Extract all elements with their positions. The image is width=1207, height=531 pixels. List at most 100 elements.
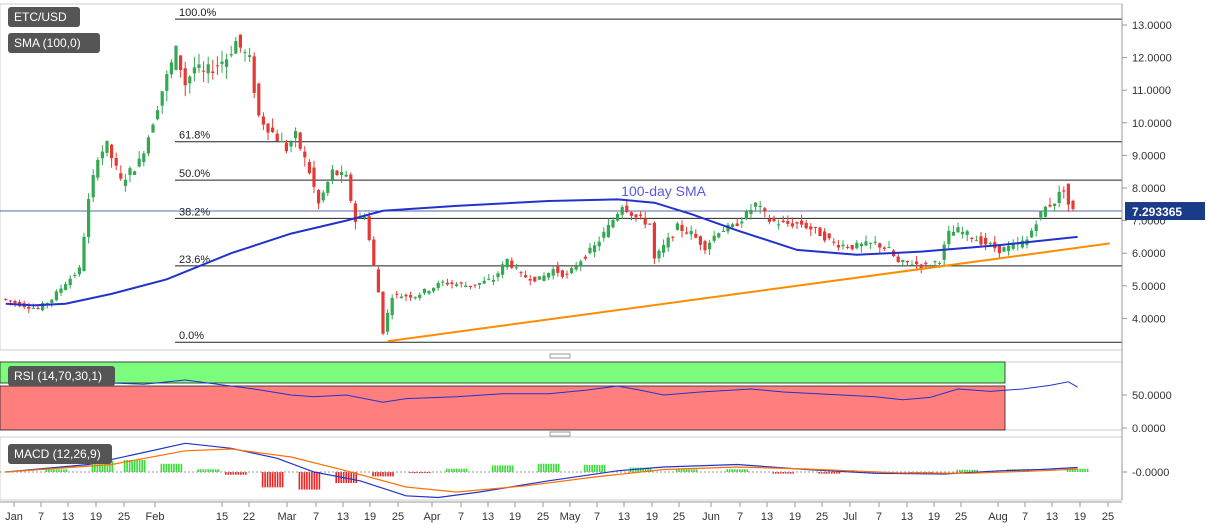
- overlay-lines: 100-day SMA: [5, 183, 1110, 343]
- candle-body: [777, 224, 781, 226]
- candle-body: [156, 110, 160, 120]
- candle-body: [859, 243, 863, 247]
- candle-body: [257, 83, 261, 116]
- candle-body: [455, 284, 459, 286]
- candle-body: [524, 275, 528, 278]
- candle-body: [804, 222, 808, 229]
- candle-body: [832, 241, 836, 243]
- candle-body: [409, 295, 413, 298]
- candle-body: [855, 242, 859, 249]
- candle-body: [487, 278, 491, 280]
- candle-body: [404, 294, 408, 297]
- candle-body: [27, 306, 31, 309]
- candle-body: [781, 220, 785, 222]
- candle-body: [105, 140, 109, 153]
- x-tick-label: 15: [216, 511, 228, 523]
- candle-body: [652, 222, 656, 259]
- x-tick-label: 19: [928, 511, 940, 523]
- price-y-tick-label: 6.0000: [1132, 248, 1166, 260]
- sma-indicator-label: SMA (100,0): [14, 36, 81, 50]
- candle-body: [896, 256, 900, 262]
- rsi-oversold-zone: [0, 385, 1006, 431]
- candle-body: [87, 199, 91, 237]
- candle-body: [413, 296, 417, 299]
- price-y-tick-label: 11.0000: [1132, 85, 1171, 97]
- macd-label-box: [8, 444, 112, 464]
- candle-body: [123, 179, 127, 186]
- candle-body: [924, 262, 928, 265]
- candle-body: [427, 291, 431, 294]
- candle-body: [1053, 203, 1057, 207]
- sma-annotation: 100-day SMA: [621, 183, 706, 199]
- candle-body: [712, 235, 716, 241]
- candle-body: [850, 245, 854, 250]
- candle-body: [100, 151, 104, 159]
- macd-y-tick-label: -0.0000: [1132, 467, 1169, 479]
- candle-body: [215, 65, 219, 67]
- candle-body: [928, 265, 932, 267]
- candle-body: [335, 170, 339, 175]
- price-y-tick-label: 4.0000: [1132, 313, 1166, 325]
- candle-body: [740, 221, 744, 224]
- candle-body: [266, 123, 270, 133]
- candle-body: [570, 268, 574, 274]
- candle-body: [565, 273, 569, 275]
- candle-body: [344, 174, 348, 177]
- candle-body: [1002, 247, 1006, 252]
- candle-body: [197, 64, 201, 68]
- candle-body: [749, 209, 753, 214]
- candle-body: [708, 242, 712, 250]
- candle-body: [694, 233, 698, 238]
- candle-body: [841, 244, 845, 247]
- candle-body: [717, 233, 721, 238]
- candle-body: [317, 190, 321, 204]
- candle-body: [478, 282, 482, 285]
- fib-level-label: 23.6%: [179, 254, 210, 266]
- candle-body: [910, 264, 914, 266]
- candle-body: [340, 171, 344, 176]
- x-tick-label: 25: [673, 511, 685, 523]
- candle-body: [64, 284, 68, 291]
- candle-body: [386, 312, 390, 332]
- candle-body: [128, 168, 132, 176]
- candle-body: [142, 153, 146, 162]
- candle-body: [639, 214, 643, 216]
- candle-body: [593, 245, 597, 253]
- candle-body: [248, 55, 252, 58]
- candle-body: [326, 181, 330, 193]
- candle-body: [956, 227, 960, 233]
- candle-body: [786, 221, 790, 224]
- candle-body: [174, 45, 178, 70]
- candle-body: [611, 219, 615, 228]
- candle-body: [229, 54, 233, 56]
- candle-body: [73, 274, 77, 276]
- candle-body: [721, 231, 725, 233]
- price-y-tick-label: 13.0000: [1132, 20, 1172, 32]
- x-tick-label: 7: [594, 511, 600, 523]
- candle-body: [583, 256, 587, 259]
- x-tick-label: 13: [337, 511, 349, 523]
- candle-body: [381, 291, 385, 334]
- candle-body: [367, 216, 371, 240]
- candle-body: [183, 68, 187, 86]
- candle-body: [997, 245, 1001, 254]
- candle-body: [1039, 211, 1043, 218]
- x-tick-label: 25: [955, 511, 967, 523]
- candle-body: [445, 282, 449, 285]
- x-tick-label: 19: [90, 511, 102, 523]
- candle-body: [468, 285, 472, 288]
- candle-body: [234, 40, 238, 54]
- price-y-tick-label: 8.0000: [1132, 183, 1166, 195]
- x-tick-label: 25: [816, 511, 828, 523]
- x-tick-label: May: [560, 511, 581, 523]
- x-tick-label: 19: [509, 511, 521, 523]
- x-tick-label: 13: [62, 511, 74, 523]
- candle-body: [767, 219, 771, 222]
- price-y-tick-label: 12.0000: [1132, 53, 1172, 65]
- panel-splitter: [549, 431, 571, 437]
- candle-body: [399, 296, 403, 299]
- candle-body: [464, 285, 468, 287]
- candle-body: [225, 59, 229, 67]
